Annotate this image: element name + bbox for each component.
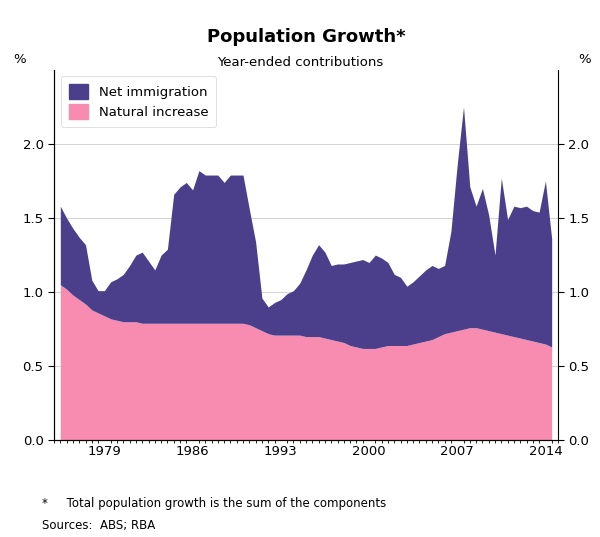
Legend: Net immigration, Natural increase: Net immigration, Natural increase [61, 76, 217, 127]
Text: %: % [14, 53, 26, 66]
Text: Sources:  ABS; RBA: Sources: ABS; RBA [42, 519, 155, 532]
Text: Year-ended contributions: Year-ended contributions [217, 56, 383, 69]
Text: *     Total population growth is the sum of the components: * Total population growth is the sum of … [42, 497, 386, 510]
Title: Population Growth*: Population Growth* [206, 28, 406, 46]
Text: %: % [578, 53, 591, 66]
